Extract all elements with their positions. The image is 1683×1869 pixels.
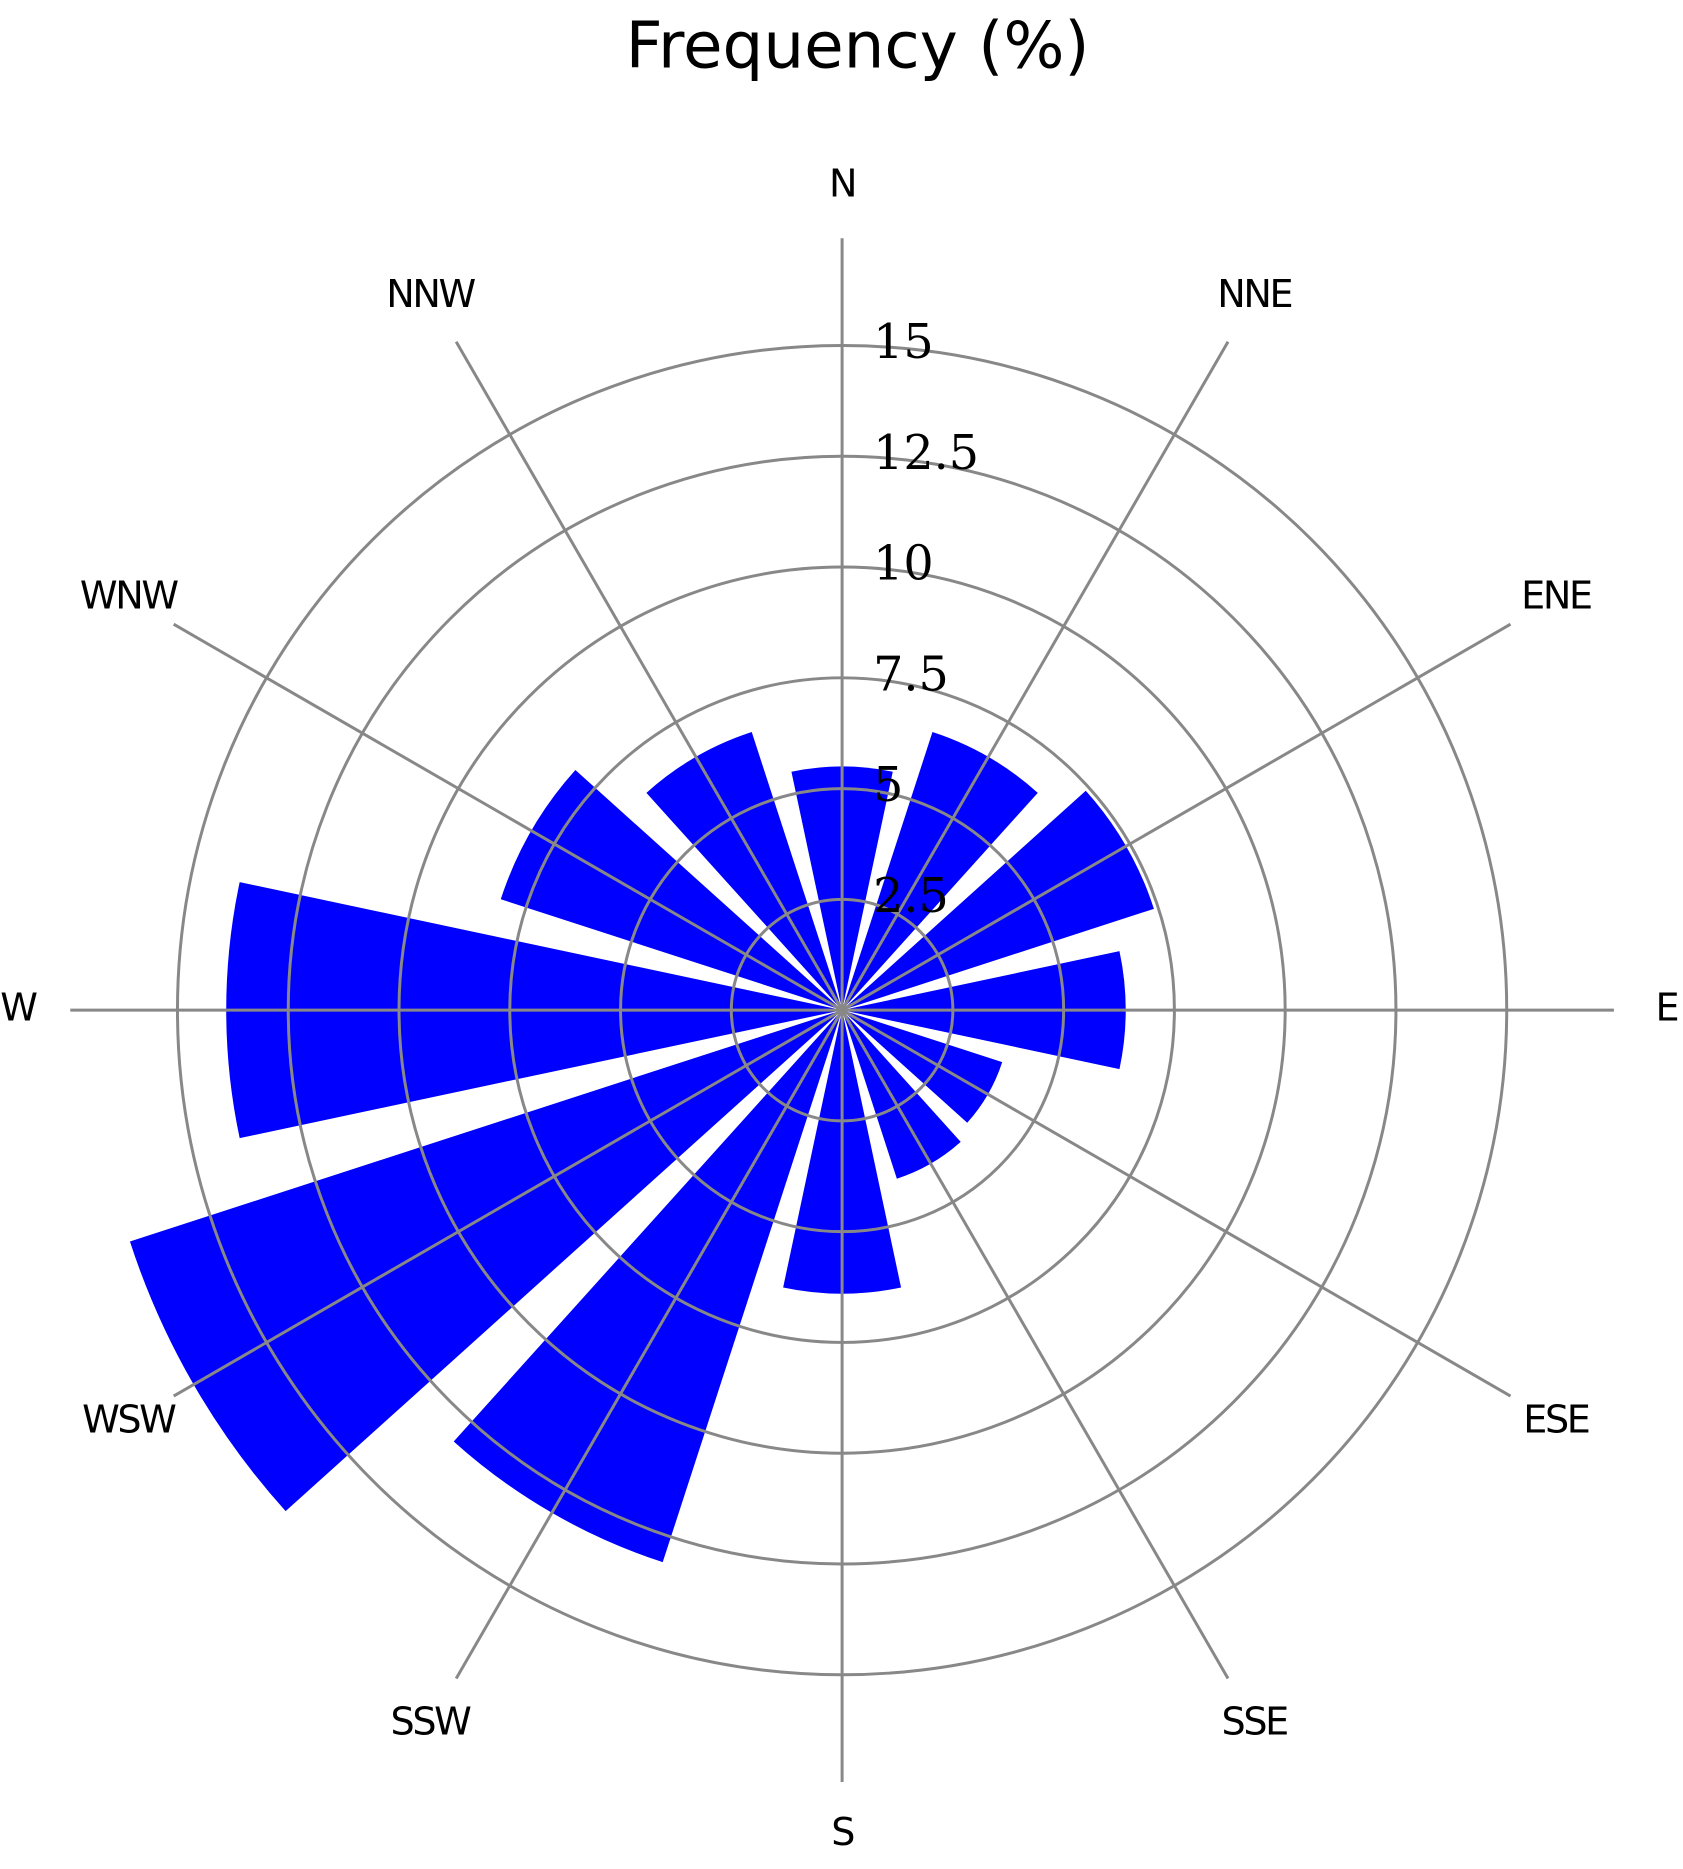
spoke: [172, 622, 843, 1012]
direction-label: W: [0, 986, 37, 1030]
r-tick-label: 12.5: [873, 426, 979, 481]
bar: [500, 769, 843, 1011]
direction-label: WSW: [82, 1398, 176, 1442]
r-tick-label: 2.5: [873, 869, 949, 924]
r-tick-label: 7.5: [873, 647, 949, 702]
direction-label: N: [829, 161, 855, 205]
bar: [842, 732, 1038, 1011]
spoke: [841, 622, 1512, 1012]
spoke: [172, 1008, 843, 1398]
r-tick-label: 15: [873, 315, 934, 370]
spoke: [841, 1008, 1512, 1398]
direction-label: SSW: [391, 1699, 472, 1743]
direction-label: NNW: [386, 272, 475, 316]
bars: [129, 732, 1154, 1563]
bar: [646, 732, 843, 1011]
bar: [842, 1010, 961, 1179]
direction-label: E: [1655, 986, 1677, 1030]
direction-label: S: [831, 1810, 854, 1854]
spoke: [454, 1009, 844, 1680]
direction-label: ENE: [1521, 574, 1591, 618]
direction-label: WNW: [80, 574, 178, 618]
bar: [453, 1010, 843, 1563]
bar: [842, 1010, 1003, 1123]
direction-label: SSE: [1222, 1699, 1288, 1743]
r-tick-label: 10: [873, 537, 934, 592]
bar: [842, 790, 1154, 1011]
chart-title: Frequency (%): [626, 9, 1090, 84]
spoke: [454, 340, 844, 1011]
spoke: [840, 340, 1230, 1011]
r-tick-label: 5: [873, 758, 903, 813]
direction-label: ESE: [1523, 1398, 1589, 1442]
spoke: [840, 1009, 1230, 1680]
direction-label: NNE: [1217, 272, 1291, 316]
bar: [129, 1010, 843, 1512]
